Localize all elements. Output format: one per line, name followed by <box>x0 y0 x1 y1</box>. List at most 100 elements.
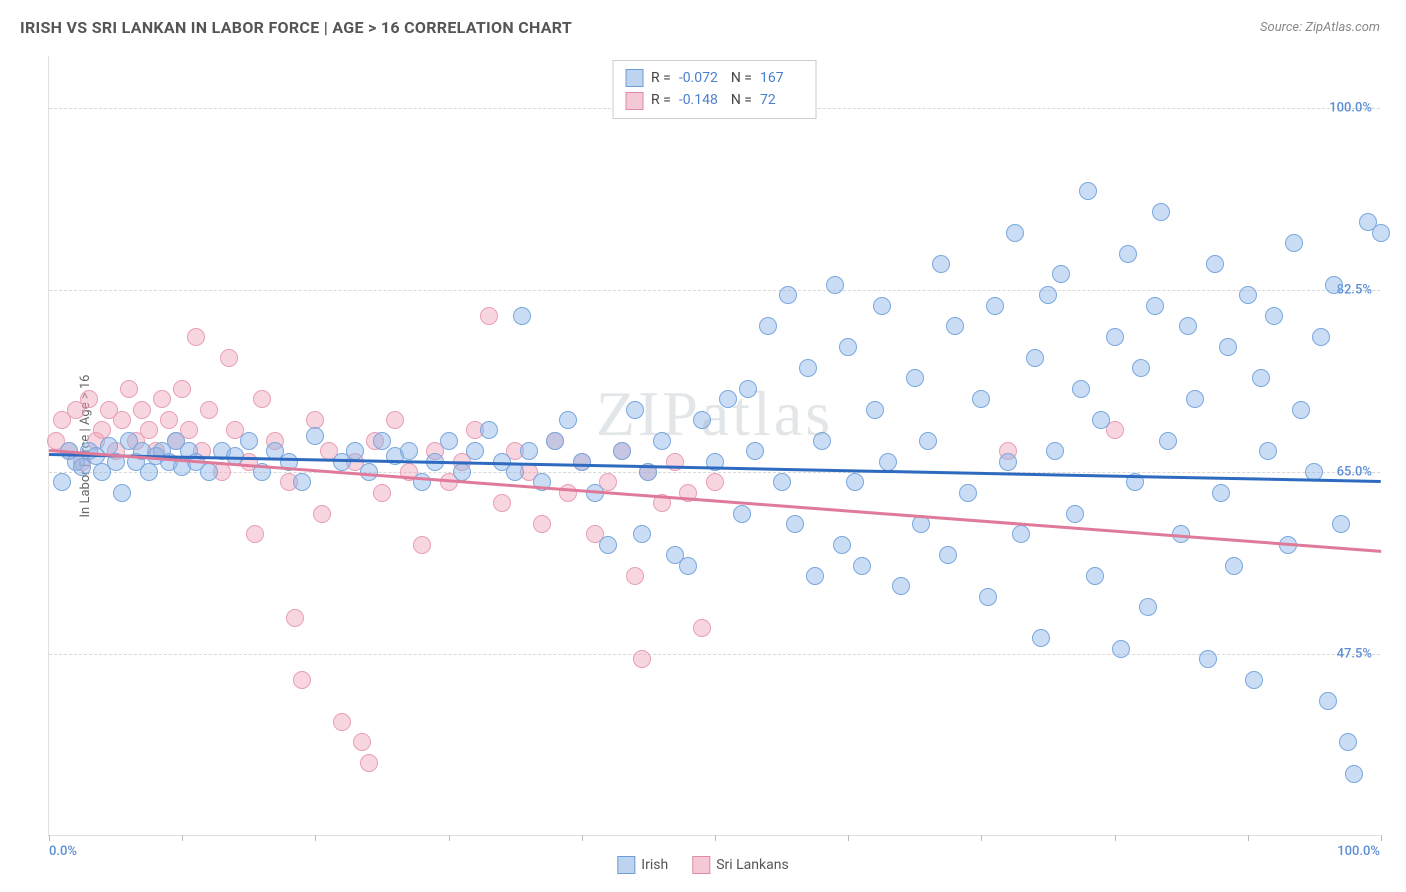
scatter-point <box>613 442 631 460</box>
scatter-point <box>1245 671 1263 689</box>
scatter-point <box>633 650 651 668</box>
scatter-point <box>679 557 697 575</box>
irish-swatch-icon <box>625 69 643 87</box>
scatter-point <box>653 432 671 450</box>
irish-n-value: 167 <box>760 67 804 89</box>
legend-row-srilankan: R = -0.148 N = 72 <box>625 89 804 111</box>
scatter-point <box>719 390 737 408</box>
scatter-point <box>413 536 431 554</box>
x-tick <box>182 835 183 841</box>
legend-item-srilankan: Sri Lankans <box>692 856 789 874</box>
correlation-legend: R = -0.072 N = 167 R = -0.148 N = 72 <box>612 60 817 119</box>
n-label: N = <box>731 67 752 89</box>
scatter-point <box>1106 328 1124 346</box>
scatter-point <box>466 442 484 460</box>
scatter-point <box>140 421 158 439</box>
scatter-point <box>133 401 151 419</box>
scatter-point <box>979 588 997 606</box>
scatter-point <box>1206 255 1224 273</box>
r-label: R = <box>651 89 671 111</box>
scatter-point <box>113 411 131 429</box>
scatter-point <box>1179 317 1197 335</box>
scatter-point <box>386 411 404 429</box>
scatter-point <box>1325 276 1343 294</box>
scatter-point <box>480 421 498 439</box>
scatter-point <box>160 411 178 429</box>
scatter-point <box>879 453 897 471</box>
scatter-point <box>1225 557 1243 575</box>
gridline <box>49 654 1380 655</box>
scatter-point <box>906 369 924 387</box>
scatter-point <box>1265 307 1283 325</box>
scatter-point <box>1139 598 1157 616</box>
scatter-point <box>873 297 891 315</box>
scatter-point <box>1186 390 1204 408</box>
scatter-point <box>1372 224 1390 242</box>
scatter-point <box>1079 182 1097 200</box>
scatter-point <box>513 307 531 325</box>
scatter-point <box>739 380 757 398</box>
scatter-point <box>946 317 964 335</box>
scatter-point <box>200 401 218 419</box>
srilankan-legend-label: Sri Lankans <box>716 857 789 873</box>
scatter-point <box>746 442 764 460</box>
scatter-point <box>773 473 791 491</box>
scatter-point <box>706 473 724 491</box>
chart-source: Source: ZipAtlas.com <box>1260 20 1380 35</box>
srilankan-swatch-icon <box>625 92 643 110</box>
scatter-point <box>693 619 711 637</box>
chart-header: IRISH VS SRI LANKAN IN LABOR FORCE | AGE… <box>0 0 1406 47</box>
scatter-point <box>53 473 71 491</box>
x-tick <box>715 835 716 841</box>
scatter-point <box>140 463 158 481</box>
gridline <box>49 290 1380 291</box>
scatter-point <box>520 442 538 460</box>
scatter-point <box>826 276 844 294</box>
x-tick <box>981 835 982 841</box>
scatter-point <box>346 442 364 460</box>
scatter-point <box>759 317 777 335</box>
scatter-point <box>626 567 644 585</box>
scatter-point <box>1146 297 1164 315</box>
x-tick <box>1381 835 1382 841</box>
x-tick <box>582 835 583 841</box>
srilankan-n-value: 72 <box>760 89 804 111</box>
scatter-point <box>1132 359 1150 377</box>
scatter-point <box>959 484 977 502</box>
x-tick <box>315 835 316 841</box>
scatter-point <box>120 380 138 398</box>
chart-plot-area: 47.5%65.0%82.5%100.0%0.0%100.0% ZIPatlas… <box>48 56 1380 836</box>
scatter-point <box>833 536 851 554</box>
legend-item-irish: Irish <box>617 856 668 874</box>
series-legend: Irish Sri Lankans <box>617 856 788 874</box>
scatter-point <box>853 557 871 575</box>
scatter-point <box>373 484 391 502</box>
scatter-point <box>919 432 937 450</box>
x-tick <box>1248 835 1249 841</box>
legend-row-irish: R = -0.072 N = 167 <box>625 67 804 89</box>
scatter-point <box>153 390 171 408</box>
scatter-point <box>1319 692 1337 710</box>
scatter-point <box>246 525 264 543</box>
scatter-point <box>506 463 524 481</box>
scatter-point <box>293 671 311 689</box>
scatter-point <box>932 255 950 273</box>
scatter-point <box>1345 765 1363 783</box>
scatter-point <box>999 453 1017 471</box>
scatter-point <box>633 525 651 543</box>
r-label: R = <box>651 67 671 89</box>
scatter-point <box>173 380 191 398</box>
scatter-point <box>972 390 990 408</box>
scatter-point <box>733 505 751 523</box>
srilankan-r-value: -0.148 <box>679 89 723 111</box>
scatter-point <box>786 515 804 533</box>
scatter-point <box>1119 245 1137 263</box>
scatter-point <box>866 401 884 419</box>
scatter-point <box>286 609 304 627</box>
scatter-point <box>1032 629 1050 647</box>
scatter-point <box>626 401 644 419</box>
irish-legend-label: Irish <box>641 857 668 873</box>
chart-title: IRISH VS SRI LANKAN IN LABOR FORCE | AGE… <box>20 18 572 37</box>
scatter-point <box>779 286 797 304</box>
scatter-point <box>1259 442 1277 460</box>
